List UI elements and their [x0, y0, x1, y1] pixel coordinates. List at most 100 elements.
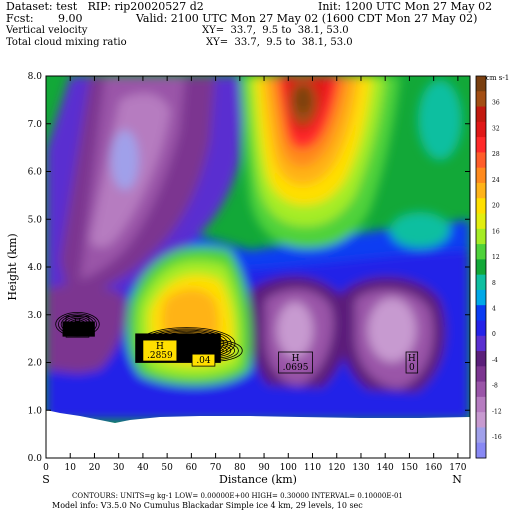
x-tick-label: 40	[137, 463, 149, 473]
x-tick-label: 70	[210, 463, 222, 473]
high-marker-label: H	[292, 354, 300, 364]
colorbar-swatch	[476, 167, 486, 184]
colorbar-swatch	[476, 320, 486, 337]
colorbar-label: 12	[492, 254, 500, 261]
colorbar-unit: cm s-1	[486, 74, 509, 82]
colorbar-swatch	[476, 366, 486, 383]
high-marker-box	[142, 339, 178, 362]
footer-contours: CONTOURS: UNITS=g kg-1 LOW= 0.00000E+00 …	[72, 492, 403, 500]
y-tick-label: 7.0	[28, 120, 43, 130]
high-marker-label: .04	[70, 327, 85, 337]
colorbar-swatch	[476, 351, 486, 367]
colorbar-label: -12	[492, 408, 502, 415]
colorbar-frame	[475, 75, 487, 459]
footer-model-info: Model info: V3.5.0 No Cumulus Blackadar …	[52, 501, 363, 510]
x-tick-label: 140	[377, 463, 394, 473]
colorbar-label: 8	[492, 280, 496, 287]
dataset-label: Dataset: test RIP: rip20020527 d2	[6, 0, 204, 13]
high-marker-box	[405, 351, 419, 374]
colorbar-label: 20	[492, 203, 500, 210]
colorbar-swatch	[476, 121, 486, 138]
xy2-label: XY= 33.7, 9.5 to 38.1, 53.0	[206, 37, 353, 48]
colorbar-swatch	[476, 228, 486, 245]
cloud-core-left	[62, 321, 95, 337]
y-tick-label: 3.0	[28, 311, 43, 321]
colorbar-swatch	[476, 396, 486, 413]
colorbar-label: 28	[492, 151, 500, 158]
high-marker-label: H	[408, 354, 416, 364]
colorbar-swatch	[476, 213, 486, 230]
high-marker-label: H	[74, 318, 82, 328]
colorbar-swatch	[476, 106, 486, 123]
colorbar-label: -4	[492, 357, 498, 364]
x-axis-label: Distance (km)	[219, 473, 297, 486]
y-tick-label: 8.0	[28, 72, 43, 82]
x-tick-label: 0	[43, 463, 49, 473]
x-tick-label: 100	[280, 463, 297, 473]
fcst-label: Fcst: 9.00	[6, 12, 83, 25]
high-marker-label: 0	[409, 363, 415, 373]
valid-label: Valid: 2100 UTC Mon 27 May 02 (1600 CDT …	[136, 12, 478, 25]
x-tick-label: 160	[425, 463, 442, 473]
colorbar-swatch	[476, 381, 486, 398]
field1-label: Vertical velocity	[6, 25, 88, 36]
colorbar-swatch	[476, 305, 486, 321]
y-tick-label: 5.0	[28, 215, 43, 225]
colorbar-swatch	[476, 412, 486, 428]
y-tick-label: 6.0	[28, 168, 43, 178]
colorbar-label: 4	[492, 306, 496, 313]
y-axis-label: Height (km)	[6, 233, 19, 300]
colorbar-swatch	[476, 137, 486, 153]
x-tick-label: 80	[234, 463, 246, 473]
colorbar-swatch	[476, 244, 486, 260]
colorbar-swatch	[476, 198, 486, 215]
x-tick-label: 30	[113, 463, 125, 473]
colorbar-label: -16	[492, 434, 502, 441]
high-marker-box	[278, 351, 313, 374]
xy1-label: XY= 33.7, 9.5 to 38.1, 53.0	[202, 25, 349, 36]
x-tick-label: 110	[304, 463, 321, 473]
colorbar-label: 24	[492, 177, 500, 184]
colorbar-swatch	[476, 427, 486, 444]
colorbar-swatch	[476, 182, 486, 199]
colorbar: 36 32 28 24 20 16 12 8 4 0 -4 -8 -12 -16	[475, 75, 502, 459]
x-tick-label: 90	[258, 463, 270, 473]
y-tick-label: 2.0	[28, 359, 43, 369]
colorbar-label: 0	[492, 331, 496, 338]
x-axis-left-label: S	[42, 473, 50, 486]
y-tick-label: 0.0	[28, 454, 43, 464]
colorbar-swatch	[476, 259, 486, 276]
high-marker-box	[65, 315, 90, 338]
x-tick-label: 170	[449, 463, 466, 473]
y-tick-label: 1.0	[28, 406, 43, 416]
high-marker-label: H	[156, 342, 164, 352]
colorbar-swatch	[476, 91, 486, 108]
high-marker-label: .0695	[283, 363, 309, 373]
high-marker-label: .04	[196, 356, 211, 366]
x-tick-label: 50	[161, 463, 173, 473]
colorbar-label: 16	[492, 228, 500, 235]
colorbar-swatch	[476, 76, 486, 92]
x-tick-label: 120	[328, 463, 345, 473]
colorbar-swatch	[476, 335, 486, 352]
colorbar-swatch	[476, 152, 486, 169]
init-label: Init: 1200 UTC Mon 27 May 02	[318, 0, 493, 13]
x-axis: 0 10 20 30 40 50 60 70 80 90 100 110 120 130 140 150 160…	[43, 76, 467, 473]
velocity-field	[46, 76, 470, 458]
x-tick-label: 60	[186, 463, 198, 473]
x-tick-label: 20	[89, 463, 101, 473]
y-axis: 0.0 1.0 2.0 3.0 4.0 5.0 6.0 7.0 8.0	[28, 72, 470, 464]
y-tick-label: 4.0	[28, 263, 43, 273]
x-tick-label: 10	[65, 463, 77, 473]
colorbar-swatch	[476, 442, 486, 459]
x-tick-label: 130	[352, 463, 369, 473]
high-marker-box	[191, 353, 216, 367]
colorbar-label: 36	[492, 100, 500, 107]
x-axis-right-label: N	[452, 473, 462, 486]
high-marker-label: .2859	[147, 351, 173, 361]
colorbar-label: 32	[492, 125, 500, 132]
x-tick-label: 150	[401, 463, 418, 473]
colorbar-label: -8	[492, 383, 498, 390]
